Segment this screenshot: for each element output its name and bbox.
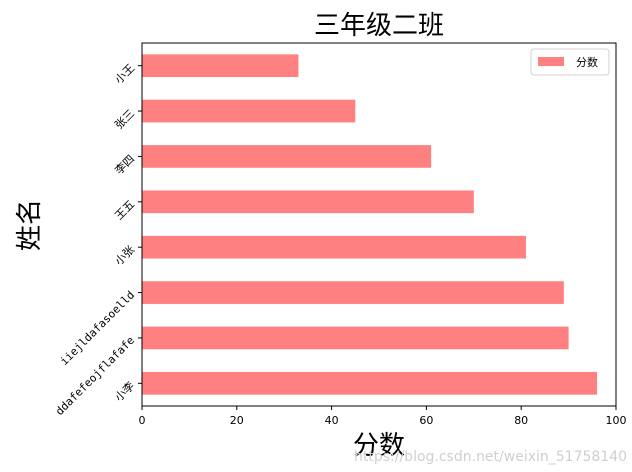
- x-axis-label: 分数: [353, 431, 405, 461]
- bar-6: [142, 326, 569, 350]
- y-axis-label: 姓名: [15, 199, 45, 251]
- x-axis: 0 20 40 60 80 100: [139, 406, 627, 427]
- bar-1: [142, 99, 356, 123]
- bar-group: [142, 54, 598, 395]
- y-tick-label-4: 小张: [112, 243, 137, 268]
- x-tick-label-2: 40: [325, 414, 339, 427]
- legend-box: [530, 48, 610, 76]
- legend-label: 分数: [576, 56, 598, 69]
- plot-frame: [141, 42, 617, 407]
- bar-7: [142, 371, 598, 395]
- x-tick-label-3: 60: [419, 414, 433, 427]
- watermark: https://blog.csdn.net/weixin_51758140: [354, 449, 627, 465]
- x-tick-label-5: 100: [606, 414, 627, 427]
- x-tick-label-0: 0: [139, 414, 146, 427]
- legend: 分数: [530, 48, 610, 76]
- bar-5: [142, 281, 564, 304]
- y-tick-label-7: 小李: [112, 379, 137, 404]
- y-tick-label-6: ddafefeojflafafe: [53, 334, 137, 418]
- bar-2: [142, 145, 432, 168]
- y-tick-label-5: iiejldafasoelld: [58, 288, 137, 367]
- x-tick-label-4: 80: [514, 414, 528, 427]
- y-tick-label-2: 李四: [112, 152, 137, 177]
- bar-4: [142, 235, 526, 259]
- y-tick-label-1: 张三: [112, 107, 137, 132]
- bar-0: [142, 54, 299, 78]
- y-tick-label-0: 小王: [112, 62, 137, 87]
- x-tick-label-1: 20: [230, 414, 244, 427]
- bar-3: [142, 190, 474, 214]
- legend-swatch: [538, 57, 564, 66]
- y-tick-label-3: 王五: [112, 198, 137, 223]
- chart-title: 三年级二班: [314, 11, 444, 41]
